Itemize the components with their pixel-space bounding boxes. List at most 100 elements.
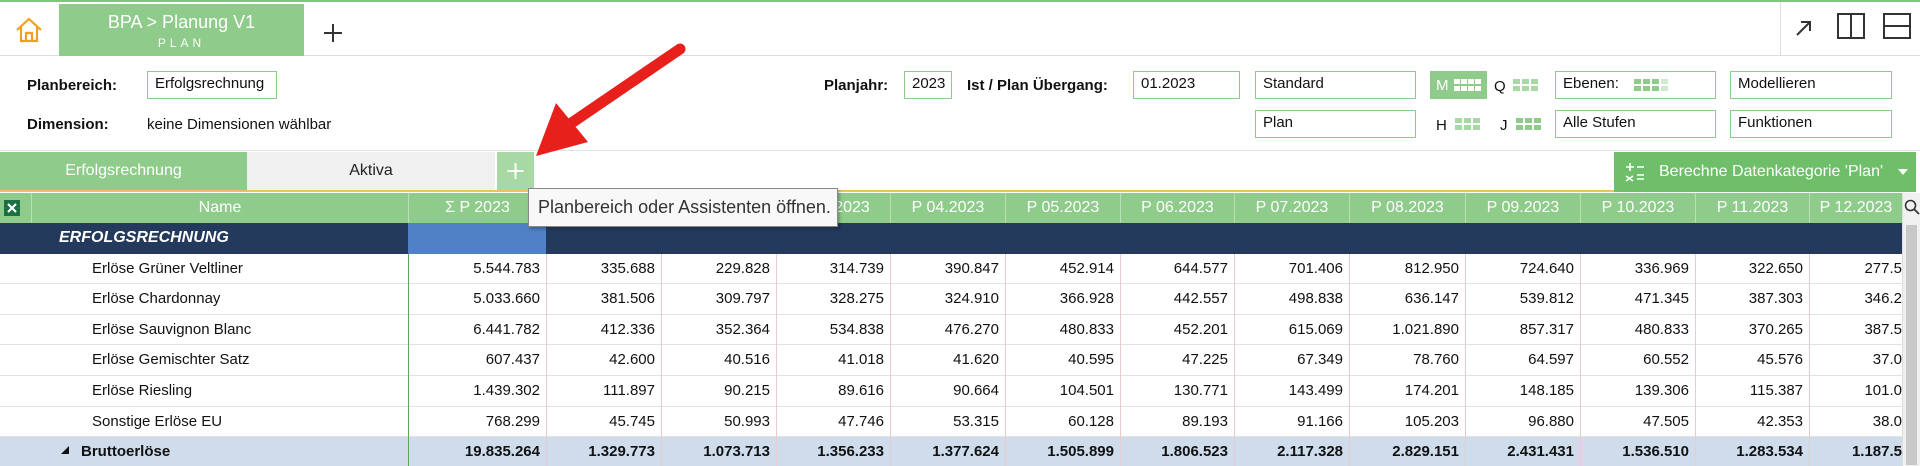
cell[interactable]: 67.349 [1234, 345, 1349, 376]
column-header[interactable]: P 04.2023 [890, 193, 1005, 223]
cell[interactable]: 480.833 [1580, 314, 1695, 346]
cell[interactable]: 309.797 [661, 284, 776, 315]
cell[interactable]: 452.201 [1120, 314, 1234, 346]
compute-button[interactable]: Berechne Datenkategorie 'Plan' [1614, 152, 1916, 192]
cell[interactable]: 91.166 [1234, 406, 1349, 438]
split-vertical-icon[interactable] [1836, 12, 1866, 40]
cell[interactable]: 45.745 [546, 406, 661, 438]
cell[interactable]: 40.516 [661, 345, 776, 376]
stufen-field[interactable]: Alle Stufen [1555, 110, 1716, 138]
cell[interactable]: 42.600 [546, 345, 661, 376]
cell[interactable]: 90.664 [890, 376, 1005, 407]
cell[interactable]: 47.505 [1580, 406, 1695, 438]
cell[interactable]: 366.928 [1005, 284, 1120, 315]
toggle-label[interactable]: Q [1494, 78, 1506, 95]
toggle-label[interactable]: H [1436, 117, 1447, 134]
cell[interactable]: 324.910 [890, 284, 1005, 315]
cell[interactable]: 19.835.264 [408, 437, 546, 466]
cell[interactable]: 174.201 [1349, 376, 1465, 407]
cell[interactable]: 53.315 [890, 406, 1005, 438]
cell[interactable]: 390.847 [890, 253, 1005, 285]
cell[interactable]: 387.303 [1695, 284, 1809, 315]
collapse-icon[interactable] [60, 445, 70, 455]
cell[interactable]: 370.265 [1695, 314, 1809, 346]
cell[interactable]: 1.536.510 [1580, 437, 1695, 466]
cell[interactable]: 636.147 [1349, 284, 1465, 315]
cell[interactable]: 45.576 [1695, 345, 1809, 376]
cell[interactable]: 50.993 [661, 406, 776, 438]
plan-field[interactable]: Plan [1255, 110, 1416, 138]
cell[interactable]: 607.437 [408, 345, 546, 376]
cell[interactable]: 104.501 [1005, 376, 1120, 407]
cell[interactable]: 38.0 [1809, 406, 1902, 438]
cell[interactable]: 644.577 [1120, 253, 1234, 285]
search-icon[interactable] [1904, 199, 1920, 215]
cell[interactable]: 89.616 [776, 376, 890, 407]
cell[interactable]: 1.073.713 [661, 437, 776, 466]
cell[interactable]: 1.187.5 [1809, 437, 1902, 466]
add-sheet-button[interactable] [497, 152, 534, 190]
cell[interactable]: 40.595 [1005, 345, 1120, 376]
column-header[interactable]: P 09.2023 [1465, 193, 1580, 223]
cell[interactable]: 314.739 [776, 253, 890, 285]
home-icon[interactable] [14, 16, 44, 44]
cell[interactable]: 381.506 [546, 284, 661, 315]
cell[interactable]: 89.193 [1120, 406, 1234, 438]
cell[interactable]: 5.033.660 [408, 284, 546, 315]
cell[interactable]: 148.185 [1465, 376, 1580, 407]
document-tab[interactable]: BPA > Planung V1 PLAN [59, 4, 304, 56]
cell[interactable]: 78.760 [1349, 345, 1465, 376]
cell[interactable]: 41.620 [890, 345, 1005, 376]
cell[interactable]: 701.406 [1234, 253, 1349, 285]
cell[interactable]: 229.828 [661, 253, 776, 285]
cell[interactable]: 2.829.151 [1349, 437, 1465, 466]
cell[interactable]: 101.0 [1809, 376, 1902, 407]
cell[interactable]: 2.431.431 [1465, 437, 1580, 466]
cell[interactable]: 471.345 [1580, 284, 1695, 315]
cell[interactable]: 857.317 [1465, 314, 1580, 346]
cell[interactable]: 5.544.783 [408, 253, 546, 285]
cell[interactable]: 812.950 [1349, 253, 1465, 285]
m-toggle[interactable]: M [1430, 71, 1487, 99]
cell[interactable]: 47.746 [776, 406, 890, 438]
column-header[interactable]: P 08.2023 [1349, 193, 1465, 223]
cell[interactable]: 90.215 [661, 376, 776, 407]
cell[interactable]: 1.505.899 [1005, 437, 1120, 466]
cell[interactable]: 1.283.534 [1695, 437, 1809, 466]
cell[interactable]: 387.5 [1809, 314, 1902, 346]
cell[interactable]: 115.387 [1695, 376, 1809, 407]
funktionen-button[interactable]: Funktionen [1730, 110, 1892, 138]
cell[interactable]: 42.353 [1695, 406, 1809, 438]
column-header[interactable]: P 05.2023 [1005, 193, 1120, 223]
column-header[interactable]: Name [31, 193, 408, 223]
ebenen-field[interactable]: Ebenen: [1555, 71, 1716, 99]
cell[interactable]: 346.2 [1809, 284, 1902, 315]
column-header[interactable]: P 06.2023 [1120, 193, 1234, 223]
cell[interactable]: 130.771 [1120, 376, 1234, 407]
planbereich-field[interactable]: Erfolgsrechnung [147, 71, 277, 99]
cell[interactable]: 1.021.890 [1349, 314, 1465, 346]
add-tab-button[interactable] [322, 22, 344, 44]
planjahr-field[interactable]: 2023 [904, 71, 952, 99]
scrollbar[interactable] [1902, 193, 1920, 466]
cell[interactable]: 1.329.773 [546, 437, 661, 466]
cell[interactable]: 328.275 [776, 284, 890, 315]
cell[interactable]: 768.299 [408, 406, 546, 438]
cell[interactable]: 64.597 [1465, 345, 1580, 376]
sheet-tab[interactable]: Aktiva [247, 152, 495, 190]
cell[interactable]: 480.833 [1005, 314, 1120, 346]
column-header[interactable]: P 07.2023 [1234, 193, 1349, 223]
cell[interactable]: 2.117.328 [1234, 437, 1349, 466]
cell[interactable]: 139.306 [1580, 376, 1695, 407]
cell[interactable]: 498.838 [1234, 284, 1349, 315]
excel-icon[interactable] [4, 200, 20, 216]
cell[interactable]: 452.914 [1005, 253, 1120, 285]
cell[interactable]: 1.806.523 [1120, 437, 1234, 466]
cell[interactable]: 336.969 [1580, 253, 1695, 285]
column-header[interactable]: P 12.2023 [1809, 193, 1902, 223]
cell[interactable]: 60.128 [1005, 406, 1120, 438]
cell[interactable]: 724.640 [1465, 253, 1580, 285]
column-header[interactable]: P 10.2023 [1580, 193, 1695, 223]
cell[interactable]: 352.364 [661, 314, 776, 346]
cell[interactable]: 412.336 [546, 314, 661, 346]
